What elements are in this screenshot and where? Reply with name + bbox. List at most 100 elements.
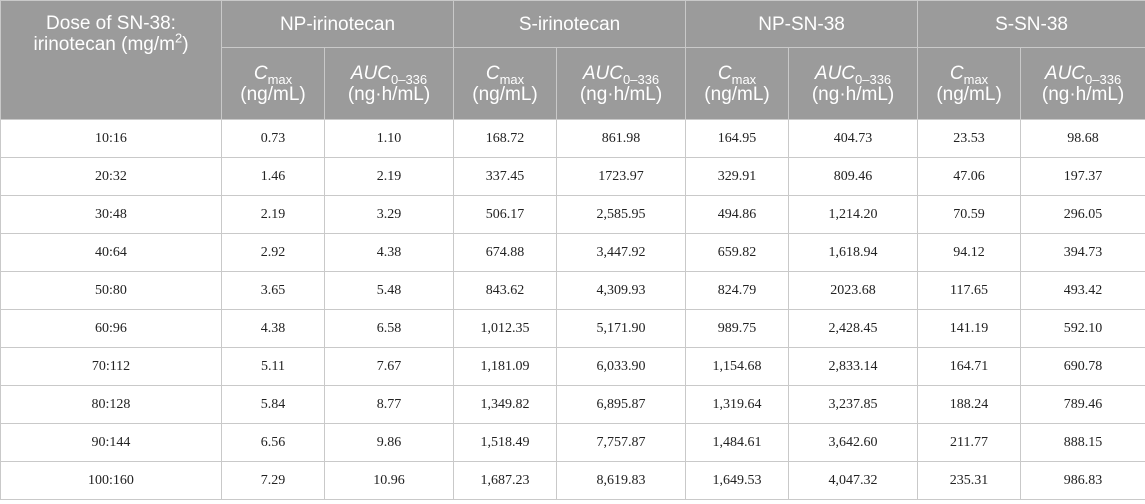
dose-cell: 30:48 bbox=[0, 195, 222, 234]
value-cell: 506.17 bbox=[453, 195, 558, 234]
value-cell: 674.88 bbox=[453, 233, 558, 272]
cmax-header: Cmax (ng/mL) bbox=[221, 47, 325, 120]
table-row: 90:144 6.56 9.86 1,518.49 7,757.87 1,484.61 3,… bbox=[0, 423, 1145, 462]
table-row: 40:64 2.92 4.38 674.88 3,447.92 659.82 1,618.9… bbox=[0, 233, 1145, 272]
value-cell: 493.42 bbox=[1020, 271, 1145, 310]
table-row: 10:16 0.73 1.10 168.72 861.98 164.95 404.73 23.… bbox=[0, 119, 1145, 158]
value-cell: 1,154.68 bbox=[685, 347, 790, 386]
value-cell: 4,047.32 bbox=[788, 461, 919, 500]
value-cell: 986.83 bbox=[1020, 461, 1145, 500]
value-cell: 164.71 bbox=[917, 347, 1022, 386]
auc-header: AUC0–336 (ng·h/mL) bbox=[556, 47, 687, 120]
value-cell: 809.46 bbox=[788, 157, 919, 196]
value-cell: 592.10 bbox=[1020, 309, 1145, 348]
dose-cell: 50:80 bbox=[0, 271, 222, 310]
value-cell: 9.86 bbox=[323, 423, 455, 462]
group-header-np-irinotecan: NP-irinotecan bbox=[220, 0, 455, 48]
value-cell: 188.24 bbox=[917, 385, 1022, 424]
auc-header: AUC0–336 (ng·h/mL) bbox=[323, 47, 455, 120]
value-cell: 23.53 bbox=[917, 119, 1022, 158]
dose-cell: 90:144 bbox=[0, 423, 222, 462]
value-cell: 329.91 bbox=[685, 157, 790, 196]
value-cell: 2,428.45 bbox=[788, 309, 919, 348]
group-header-np-sn-38: NP-SN-38 bbox=[685, 0, 919, 48]
cmax-header: Cmax (ng/mL) bbox=[453, 47, 558, 120]
value-cell: 7.67 bbox=[323, 347, 455, 386]
value-cell: 211.77 bbox=[917, 423, 1022, 462]
value-cell: 164.95 bbox=[685, 119, 790, 158]
value-cell: 141.19 bbox=[917, 309, 1022, 348]
table-row: 80:128 5.84 8.77 1,349.82 6,895.87 1,319.64 3,… bbox=[0, 385, 1145, 424]
value-cell: 1,214.20 bbox=[788, 195, 919, 234]
value-cell: 1723.97 bbox=[556, 157, 687, 196]
table-header: Dose of SN-38: irinotecan (mg/m2) NP-iri… bbox=[0, 0, 1145, 120]
value-cell: 4,309.93 bbox=[556, 271, 687, 310]
value-cell: 659.82 bbox=[685, 233, 790, 272]
value-cell: 5.84 bbox=[221, 385, 325, 424]
value-cell: 1,649.53 bbox=[685, 461, 790, 500]
value-cell: 98.68 bbox=[1020, 119, 1145, 158]
value-cell: 861.98 bbox=[556, 119, 687, 158]
value-cell: 1,687.23 bbox=[453, 461, 558, 500]
dose-cell: 60:96 bbox=[0, 309, 222, 348]
cmax-header: Cmax (ng/mL) bbox=[685, 47, 790, 120]
value-cell: 6,033.90 bbox=[556, 347, 687, 386]
value-cell: 1,181.09 bbox=[453, 347, 558, 386]
value-cell: 1,518.49 bbox=[453, 423, 558, 462]
value-cell: 337.45 bbox=[453, 157, 558, 196]
table-row: 100:160 7.29 10.96 1,687.23 8,619.83 1,649.53… bbox=[0, 461, 1145, 500]
dose-cell: 80:128 bbox=[0, 385, 222, 424]
value-cell: 3,642.60 bbox=[788, 423, 919, 462]
value-cell: 690.78 bbox=[1020, 347, 1145, 386]
value-cell: 197.37 bbox=[1020, 157, 1145, 196]
value-cell: 10.96 bbox=[323, 461, 455, 500]
table-row: 20:32 1.46 2.19 337.45 1723.97 329.91 809.46 47… bbox=[0, 157, 1145, 196]
value-cell: 5.11 bbox=[221, 347, 325, 386]
value-cell: 2.19 bbox=[323, 157, 455, 196]
value-cell: 1,012.35 bbox=[453, 309, 558, 348]
dose-cell: 70:112 bbox=[0, 347, 222, 386]
dose-header: Dose of SN-38: irinotecan (mg/m2) bbox=[0, 0, 222, 120]
value-cell: 494.86 bbox=[685, 195, 790, 234]
table-row: 30:48 2.19 3.29 506.17 2,585.95 494.86 1,214.2… bbox=[0, 195, 1145, 234]
auc-header: AUC0–336 (ng·h/mL) bbox=[1020, 47, 1145, 120]
value-cell: 117.65 bbox=[917, 271, 1022, 310]
group-header-s-sn-38: S-SN-38 bbox=[917, 0, 1145, 48]
value-cell: 2,833.14 bbox=[788, 347, 919, 386]
value-cell: 2.92 bbox=[221, 233, 325, 272]
cmax-header: Cmax (ng/mL) bbox=[917, 47, 1022, 120]
value-cell: 168.72 bbox=[453, 119, 558, 158]
value-cell: 7.29 bbox=[221, 461, 325, 500]
value-cell: 3.29 bbox=[323, 195, 455, 234]
group-header-s-irinotecan: S-irinotecan bbox=[453, 0, 687, 48]
value-cell: 1.46 bbox=[221, 157, 325, 196]
value-cell: 789.46 bbox=[1020, 385, 1145, 424]
value-cell: 8.77 bbox=[323, 385, 455, 424]
table-body: 10:16 0.73 1.10 168.72 861.98 164.95 404.73 23.… bbox=[0, 119, 1145, 500]
value-cell: 235.31 bbox=[917, 461, 1022, 500]
value-cell: 6,895.87 bbox=[556, 385, 687, 424]
value-cell: 94.12 bbox=[917, 233, 1022, 272]
value-cell: 824.79 bbox=[685, 271, 790, 310]
value-cell: 404.73 bbox=[788, 119, 919, 158]
table-row: 50:80 3.65 5.48 843.62 4,309.93 824.79 2023.68… bbox=[0, 271, 1145, 310]
value-cell: 6.56 bbox=[221, 423, 325, 462]
table-row: 70:112 5.11 7.67 1,181.09 6,033.90 1,154.68 2,… bbox=[0, 347, 1145, 386]
value-cell: 0.73 bbox=[221, 119, 325, 158]
value-cell: 7,757.87 bbox=[556, 423, 687, 462]
table-row: 60:96 4.38 6.58 1,012.35 5,171.90 989.75 2,428… bbox=[0, 309, 1145, 348]
value-cell: 4.38 bbox=[323, 233, 455, 272]
value-cell: 1,618.94 bbox=[788, 233, 919, 272]
value-cell: 5,171.90 bbox=[556, 309, 687, 348]
auc-header: AUC0–336 (ng·h/mL) bbox=[788, 47, 919, 120]
value-cell: 843.62 bbox=[453, 271, 558, 310]
dose-cell: 100:160 bbox=[0, 461, 222, 500]
value-cell: 2023.68 bbox=[788, 271, 919, 310]
value-cell: 2.19 bbox=[221, 195, 325, 234]
value-cell: 47.06 bbox=[917, 157, 1022, 196]
value-cell: 989.75 bbox=[685, 309, 790, 348]
value-cell: 394.73 bbox=[1020, 233, 1145, 272]
value-cell: 1.10 bbox=[323, 119, 455, 158]
value-cell: 1,484.61 bbox=[685, 423, 790, 462]
